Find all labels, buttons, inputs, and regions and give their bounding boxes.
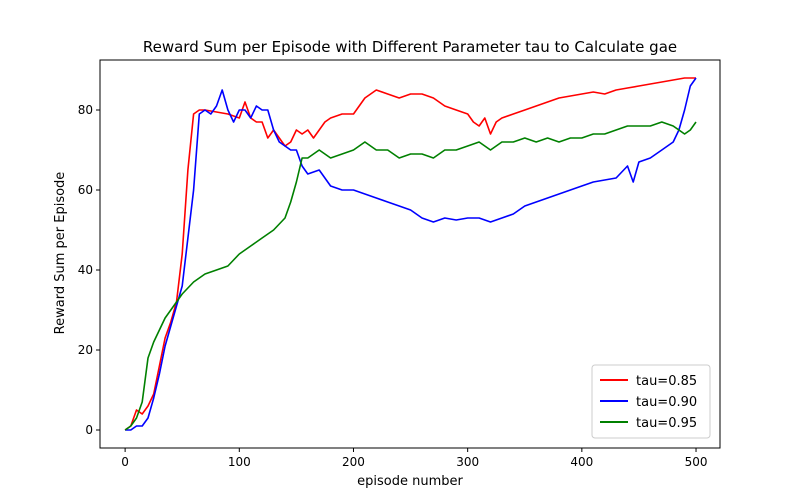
series-line-tau=0.85 (124, 77, 696, 431)
x-tick-label: 400 (570, 455, 593, 469)
x-axis-label: episode number (357, 474, 463, 489)
x-tick-label: 0 (121, 455, 129, 469)
series-line-tau=0.95 (124, 121, 697, 431)
chart-title: Reward Sum per Episode with Different Pa… (143, 38, 677, 56)
legend-label: tau=0.95 (636, 416, 697, 431)
x-tick-label: 200 (342, 455, 365, 469)
x-tick-label: 100 (228, 455, 251, 469)
y-tick-label: 0 (85, 423, 93, 437)
y-tick-label: 80 (78, 103, 93, 117)
axes: 0 100 200 300 400 500 0 20 40 60 80 (78, 59, 721, 469)
legend-box (591, 364, 711, 439)
legend-label: tau=0.85 (636, 374, 697, 389)
plot-area (124, 77, 697, 431)
x-tick-label: 500 (685, 455, 708, 469)
x-tick-label: 300 (456, 455, 479, 469)
y-axis-label: Reward Sum per Episode (53, 172, 68, 335)
y-tick-label: 20 (78, 343, 93, 357)
legend-label: tau=0.90 (636, 395, 697, 410)
axes-frame (99, 59, 721, 449)
y-tick-label: 60 (78, 183, 93, 197)
legend: tau=0.85 tau=0.90 tau=0.95 (591, 364, 711, 439)
y-tick-label: 40 (78, 263, 93, 277)
series-line-tau=0.90 (125, 77, 697, 431)
